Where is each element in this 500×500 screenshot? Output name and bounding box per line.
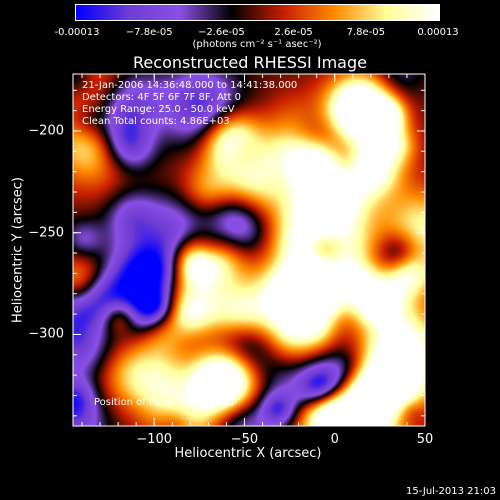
y-tick-label: −250 [28,225,64,241]
colorbar-tick-label: −2.6e-05 [198,27,245,38]
chart-title: Reconstructed RHESSI Image [133,53,367,72]
annotation-detectors: Detectors: 4F 5F 6F 7F 8F, Att 0 [82,92,242,103]
x-tick-label: 0 [330,432,339,447]
colorbar-tick-label: −7.8e-05 [125,27,173,38]
colorbar-tick-label: 2.6e-05 [274,27,313,38]
y-tick-label: −200 [28,123,64,139]
y-axis-label: Heliocentric Y (arcsec) [10,177,26,323]
x-tick-label: −50 [230,432,259,447]
timestamp: 15-Jul-2013 21:03 [405,486,496,497]
annotation-total-counts: Clean Total counts: 4.86E+03 [82,116,230,127]
x-tick-label: −100 [136,432,173,447]
colorbar-tick-label: -0.00013 [54,27,100,38]
colorbar-tick-label: 0.00013 [417,27,459,38]
colorbar [75,4,440,21]
annotation-energy-range: Energy Range: 25.0 - 50.0 keV [82,104,235,115]
y-tick-label: −300 [28,326,64,342]
annotation-time-range: 21-Jan-2006 14:36:48.000 to 14:41:38.000 [82,80,298,91]
annotation-peak-position: Position of Peak = [18,-322] [94,397,234,408]
colorbar-tick-label: 7.8e-05 [346,27,385,38]
colorbar-unit-label: (photons cm⁻² s⁻¹ asec⁻²) [192,39,322,50]
x-axis-label: Heliocentric X (arcsec) [174,446,322,461]
x-tick-label: 50 [416,432,434,447]
